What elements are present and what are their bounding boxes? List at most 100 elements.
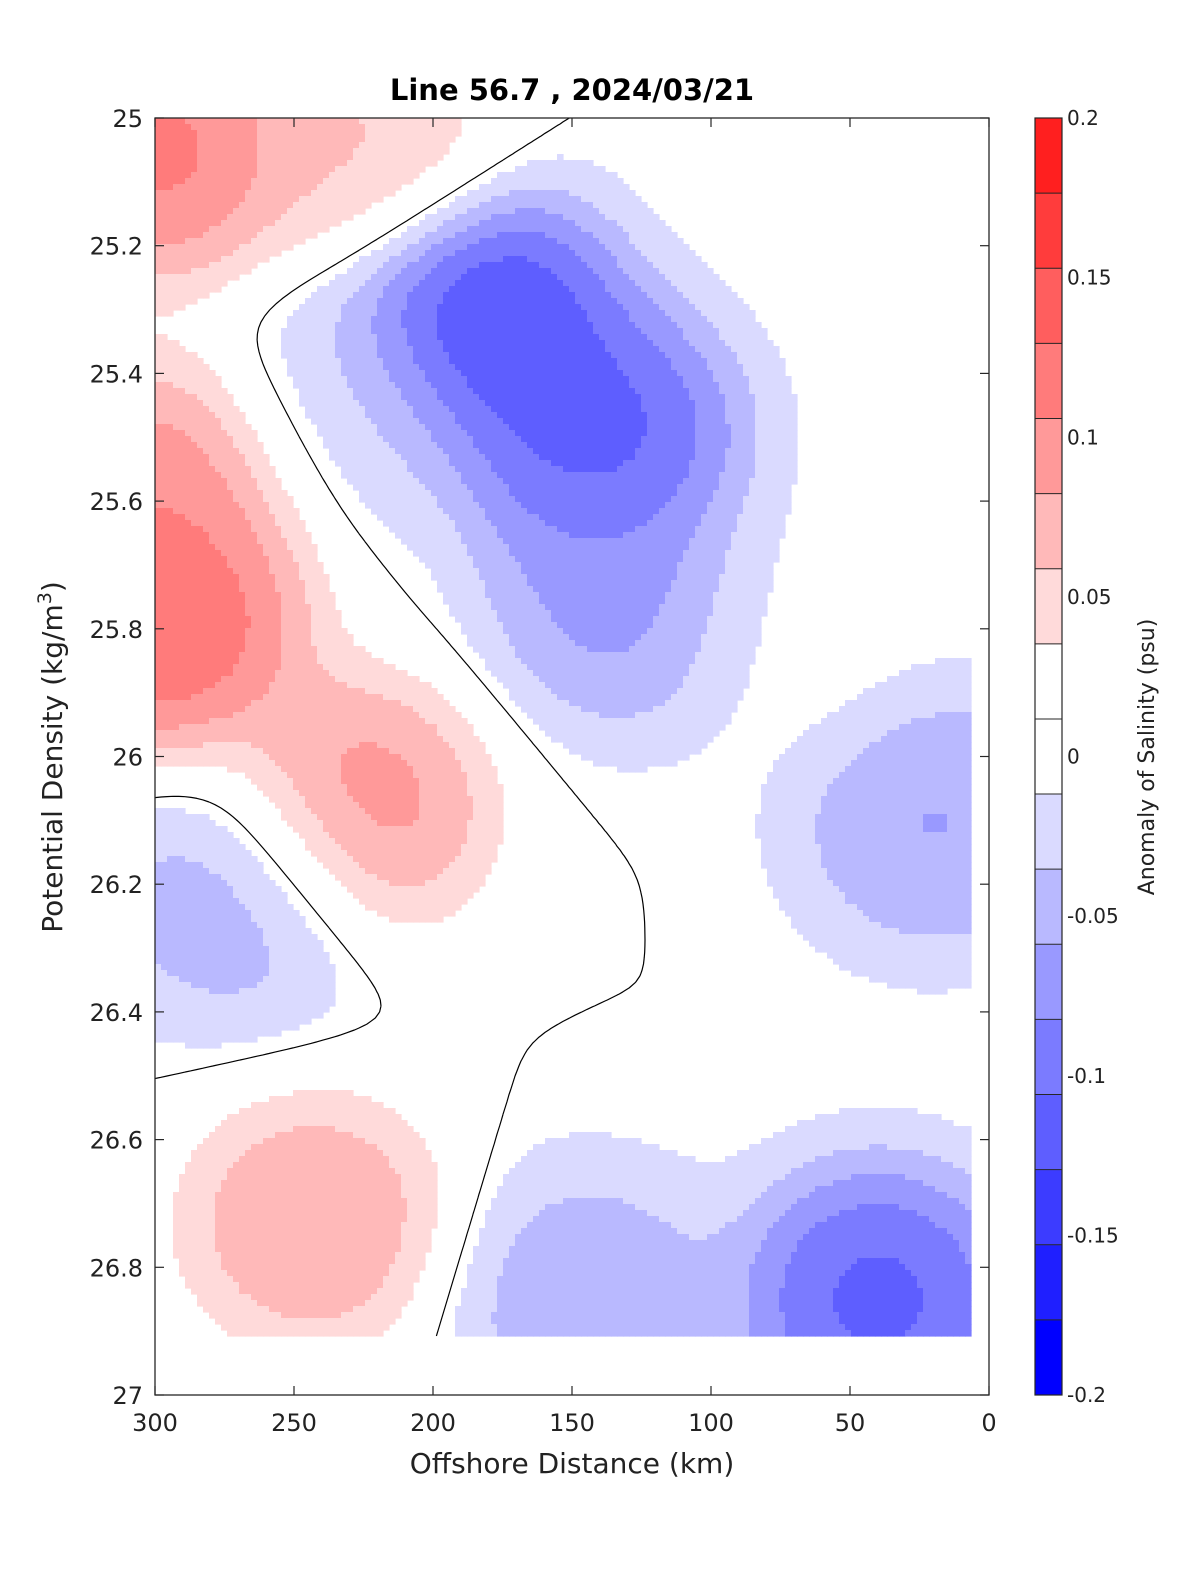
field-cell	[719, 316, 726, 323]
field-cell	[629, 268, 636, 275]
field-cell	[683, 400, 690, 407]
field-cell	[599, 310, 606, 317]
field-cell	[761, 388, 768, 395]
field-cell	[221, 232, 228, 239]
field-cell	[779, 370, 786, 377]
field-cell	[641, 466, 648, 473]
field-cell	[659, 478, 666, 485]
field-cell	[197, 292, 204, 299]
field-cell	[473, 370, 480, 377]
field-cell	[353, 400, 360, 407]
field-cell	[383, 448, 390, 455]
field-cell	[239, 490, 246, 497]
field-cell	[365, 328, 372, 335]
field-cell	[599, 448, 606, 455]
field-cell	[305, 118, 312, 125]
field-cell	[455, 280, 462, 287]
field-cell	[527, 394, 534, 401]
field-cell	[173, 262, 180, 269]
field-cell	[371, 154, 378, 161]
field-cell	[359, 322, 366, 329]
field-cell	[551, 274, 558, 281]
field-cell	[449, 388, 456, 395]
field-cell	[311, 346, 318, 353]
field-cell	[341, 208, 348, 215]
field-cell	[659, 310, 666, 317]
field-cell	[509, 196, 516, 203]
field-cell	[785, 388, 792, 395]
field-cell	[605, 196, 612, 203]
field-cell	[239, 148, 246, 155]
field-cell	[197, 196, 204, 203]
field-cell	[635, 442, 642, 449]
field-cell	[503, 370, 510, 377]
field-cell	[515, 226, 522, 233]
field-cell	[173, 298, 180, 305]
field-cell	[677, 454, 684, 461]
field-cell	[365, 460, 372, 467]
field-cell	[437, 454, 444, 461]
field-cell	[227, 268, 234, 275]
field-cell	[785, 430, 792, 437]
field-cell	[713, 364, 720, 371]
field-cell	[311, 298, 318, 305]
field-cell	[365, 190, 372, 197]
field-cell	[647, 226, 654, 233]
field-cell	[785, 442, 792, 449]
field-cell	[191, 454, 198, 461]
field-cell	[479, 214, 486, 221]
field-cell	[641, 418, 648, 425]
field-cell	[527, 436, 534, 443]
field-cell	[347, 400, 354, 407]
field-cell	[515, 202, 522, 209]
field-cell	[425, 412, 432, 419]
field-cell	[179, 208, 186, 215]
field-cell	[425, 220, 432, 227]
field-cell	[467, 460, 474, 467]
field-cell	[479, 352, 486, 359]
field-cell	[629, 292, 636, 299]
field-cell	[635, 196, 642, 203]
field-cell	[749, 316, 756, 323]
field-cell	[557, 172, 564, 179]
field-cell	[395, 436, 402, 443]
field-cell	[395, 178, 402, 185]
field-cell	[359, 454, 366, 461]
field-cell	[407, 358, 414, 365]
field-cell	[521, 202, 528, 209]
field-cell	[257, 142, 264, 149]
field-cell	[611, 316, 618, 323]
field-cell	[179, 376, 186, 383]
field-cell	[197, 454, 204, 461]
field-cell	[767, 466, 774, 473]
field-cell	[311, 364, 318, 371]
field-cell	[605, 178, 612, 185]
field-cell	[755, 364, 762, 371]
field-cell	[485, 220, 492, 227]
field-cell	[245, 220, 252, 227]
field-cell	[629, 226, 636, 233]
field-cell	[767, 448, 774, 455]
field-cell	[743, 376, 750, 383]
field-cell	[473, 424, 480, 431]
field-cell	[215, 256, 222, 263]
field-cell	[539, 412, 546, 419]
field-cell	[419, 484, 426, 491]
field-cell	[611, 478, 618, 485]
field-cell	[167, 466, 174, 473]
field-cell	[575, 238, 582, 245]
field-cell	[269, 250, 276, 257]
field-cell	[509, 244, 516, 251]
field-cell	[539, 268, 546, 275]
field-cell	[383, 436, 390, 443]
field-cell	[611, 376, 618, 383]
field-cell	[557, 352, 564, 359]
field-cell	[221, 238, 228, 245]
field-cell	[623, 472, 630, 479]
field-cell	[323, 418, 330, 425]
field-cell	[173, 166, 180, 173]
field-cell	[371, 364, 378, 371]
field-cell	[161, 364, 168, 371]
field-cell	[755, 478, 762, 485]
field-cell	[755, 418, 762, 425]
